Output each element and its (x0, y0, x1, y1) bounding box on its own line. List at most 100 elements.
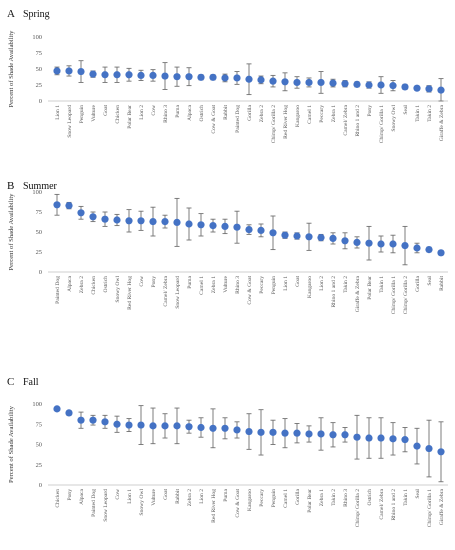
x-tick-label-1-15: Rhino 3 (235, 276, 241, 294)
x-tick-label-1-10: Snow Leopard (175, 276, 181, 309)
data-point-2-17 (257, 428, 265, 436)
x-tick-label-1-20: Goat (295, 276, 301, 287)
data-point-0-13 (209, 73, 217, 81)
y-axis-label-2: Percent of Shade Availability (8, 405, 15, 483)
y-tick-label-0-2: 50 (36, 66, 42, 73)
data-point-2-21 (305, 430, 313, 438)
data-point-1-4 (101, 215, 109, 223)
x-tick-label-1-16: Cow & Goat (247, 276, 253, 305)
data-point-2-19 (281, 429, 289, 437)
x-tick-label-2-2: Alpaca (79, 488, 85, 504)
x-tick-label-2-5: Cow (115, 488, 121, 500)
x-tick-label-1-0: Painted Dog (55, 276, 61, 304)
x-tick-label-0-0: Lion 1 (55, 105, 61, 120)
x-tick-label-1-30: Gorilla (415, 275, 421, 291)
x-tick-label-2-10: Rabbit (175, 489, 181, 504)
x-tick-label-2-12: Lion 2 (199, 489, 205, 504)
data-point-2-20 (293, 429, 301, 437)
data-point-2-16 (245, 427, 253, 436)
x-tick-label-0-14: Rabbit (223, 105, 229, 120)
data-point-1-18 (269, 229, 277, 237)
data-point-1-0 (53, 201, 61, 209)
data-point-0-0 (53, 67, 61, 75)
data-point-1-20 (293, 232, 301, 240)
data-point-0-22 (317, 78, 325, 87)
x-tick-label-2-30: Seal (415, 489, 421, 499)
data-point-0-12 (197, 73, 205, 81)
data-point-1-19 (281, 231, 289, 239)
x-tick-label-1-11: Puma (187, 275, 193, 288)
data-point-2-27 (377, 434, 385, 442)
data-point-0-2 (77, 67, 85, 76)
panel-title-1: Summer (23, 181, 58, 192)
x-tick-label-1-23: Rhino 1 and 2 (331, 276, 337, 308)
data-point-2-23 (329, 431, 337, 439)
x-tick-label-0-23: Zebra 1 (331, 105, 337, 122)
x-tick-label-0-15: Painted Dog (235, 105, 241, 133)
panel-letter-0: A (7, 8, 15, 20)
data-point-1-30 (413, 244, 421, 252)
data-point-1-32 (437, 249, 445, 257)
x-tick-label-1-29: Chimp/ Gorilla 2 (403, 276, 409, 314)
data-point-0-28 (389, 82, 397, 90)
data-point-2-2 (77, 416, 85, 424)
data-point-1-24 (341, 237, 349, 245)
x-tick-label-2-28: Rhino 1 and 2 (391, 489, 397, 521)
data-point-2-18 (269, 428, 277, 436)
x-tick-label-0-32: Giraffe & Zebra (438, 104, 445, 141)
data-point-2-14 (221, 424, 229, 432)
x-tick-label-1-22: Lion 2 (319, 276, 325, 291)
data-point-2-7 (137, 421, 145, 429)
data-point-0-24 (341, 80, 349, 88)
data-point-1-12 (197, 221, 205, 229)
x-tick-label-2-9: Goat (163, 489, 169, 500)
data-point-1-2 (77, 209, 85, 217)
data-point-0-1 (65, 67, 73, 75)
y-axis-label-0: Percent of Shade Availability (8, 30, 15, 108)
x-tick-label-1-27: Takin 1 (379, 276, 385, 293)
data-point-1-23 (329, 234, 337, 242)
x-tick-label-2-24: Rhino 3 (343, 489, 349, 507)
x-tick-label-2-23: Takin 2 (331, 489, 337, 506)
x-tick-label-0-17: Zebra 2 (259, 105, 265, 122)
x-tick-label-2-14: Puma (223, 488, 229, 501)
x-tick-label-0-28: Snowy Owl (391, 105, 397, 132)
x-tick-label-1-14: Vulture (223, 275, 229, 292)
data-point-1-29 (401, 242, 409, 250)
x-tick-label-0-29: Seal (403, 105, 409, 115)
x-tick-label-0-5: Chicken (115, 105, 121, 124)
x-tick-label-1-12: Camel 1 (199, 276, 205, 295)
x-tick-label-2-16: Kangaroo (247, 489, 253, 511)
data-point-2-9 (161, 422, 169, 430)
x-tick-label-0-24: Camel/ Zebra (343, 104, 349, 135)
data-point-1-13 (209, 222, 217, 230)
x-tick-label-1-1: Alpaca (67, 275, 73, 291)
data-point-2-5 (113, 420, 121, 428)
x-tick-label-2-8: Vulture (151, 488, 157, 505)
data-point-0-8 (149, 71, 157, 79)
x-tick-label-2-7: Snowy Owl (139, 489, 145, 516)
x-tick-label-1-31: Seal (427, 276, 433, 286)
x-tick-label-0-6: Polar Bear (127, 105, 133, 129)
y-tick-label-2-3: 75 (36, 421, 42, 428)
y-tick-label-1-2: 50 (36, 229, 42, 236)
y-tick-label-2-0: 0 (39, 482, 42, 489)
x-tick-label-1-21: Kangaroo (307, 276, 313, 298)
data-point-1-31 (425, 246, 433, 254)
data-point-0-4 (101, 71, 109, 79)
x-tick-label-0-31: Takin 2 (427, 105, 433, 122)
x-tick-label-2-25: Chimp/ Gorilla 2 (355, 489, 361, 527)
x-tick-label-0-3: Vulture (91, 104, 97, 121)
data-point-2-29 (401, 436, 409, 444)
data-point-1-26 (365, 239, 373, 247)
y-tick-label-2-1: 25 (36, 462, 42, 469)
data-point-1-3 (89, 213, 97, 221)
x-tick-label-2-0: Chicken (55, 489, 61, 508)
data-point-2-24 (341, 431, 349, 439)
data-point-2-31 (425, 444, 433, 453)
data-point-2-26 (365, 434, 373, 442)
data-point-1-11 (185, 220, 193, 228)
data-point-0-30 (413, 84, 421, 92)
data-point-0-17 (257, 76, 265, 84)
